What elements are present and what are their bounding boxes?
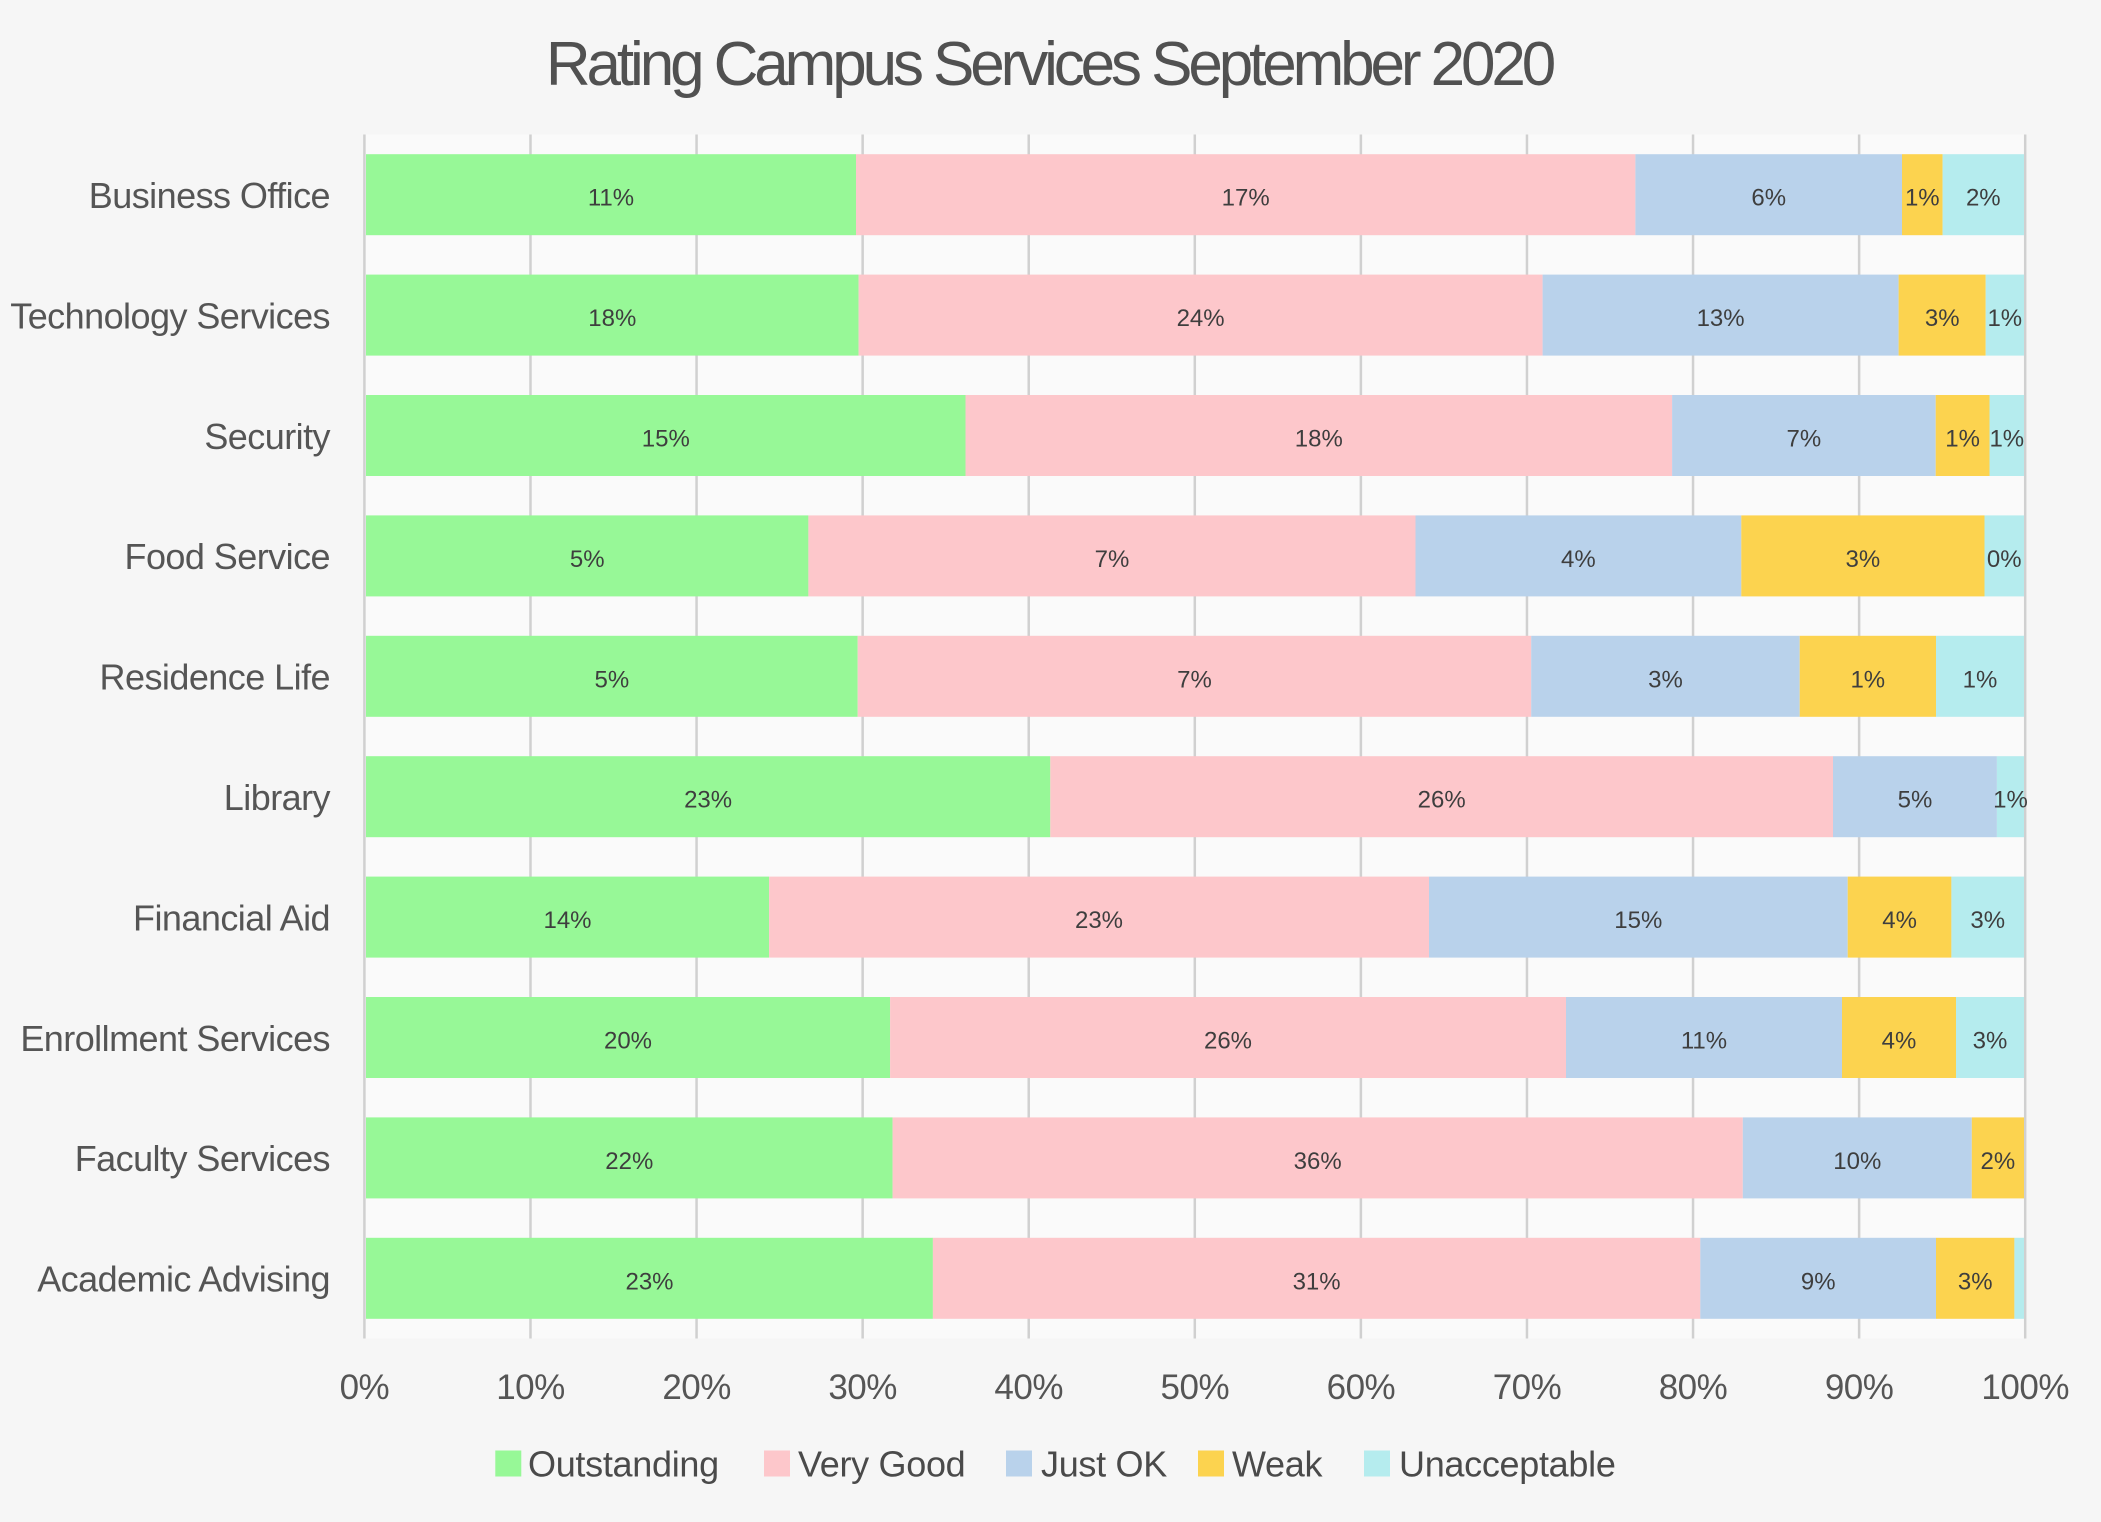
svg-text:Academic Advising: Academic Advising [37,1259,330,1300]
svg-text:Outstanding: Outstanding [528,1443,719,1484]
svg-text:Business Office: Business Office [89,175,330,216]
svg-text:5%: 5% [595,666,630,693]
svg-text:1%: 1% [1963,666,1998,693]
svg-text:3%: 3% [1925,305,1960,332]
svg-text:31%: 31% [1293,1268,1341,1295]
svg-text:4%: 4% [1882,1028,1917,1055]
svg-text:3%: 3% [1958,1268,1993,1295]
svg-text:20%: 20% [662,1368,731,1407]
svg-text:50%: 50% [1161,1368,1230,1407]
svg-text:40%: 40% [994,1368,1063,1407]
svg-text:7%: 7% [1177,666,1212,693]
svg-text:5%: 5% [570,546,605,573]
svg-text:18%: 18% [1295,426,1343,453]
svg-text:1%: 1% [1987,305,2022,332]
svg-text:3%: 3% [1846,546,1881,573]
svg-text:60%: 60% [1327,1368,1396,1407]
svg-text:23%: 23% [625,1268,673,1295]
svg-text:Security: Security [204,416,330,457]
svg-text:1%: 1% [1989,426,2024,453]
svg-text:4%: 4% [1882,907,1917,934]
svg-text:3%: 3% [1970,907,2005,934]
svg-text:36%: 36% [1294,1148,1342,1175]
svg-text:6%: 6% [1751,185,1786,212]
svg-text:Rating Campus Services Septemb: Rating Campus Services September 2020 [546,30,1555,99]
svg-text:Weak: Weak [1232,1443,1323,1484]
svg-text:10%: 10% [1833,1148,1881,1175]
svg-text:5%: 5% [1898,787,1933,814]
svg-text:100%: 100% [1981,1368,2069,1407]
svg-text:2%: 2% [1966,185,2001,212]
svg-text:10%: 10% [496,1368,565,1407]
svg-text:30%: 30% [828,1368,897,1407]
svg-text:18%: 18% [588,305,636,332]
svg-text:90%: 90% [1825,1368,1894,1407]
svg-text:Enrollment Services: Enrollment Services [20,1018,330,1059]
svg-text:22%: 22% [605,1148,653,1175]
svg-text:1%: 1% [1993,787,2028,814]
svg-text:Library: Library [224,777,331,818]
svg-text:7%: 7% [1787,426,1822,453]
svg-text:1%: 1% [1850,666,1885,693]
svg-text:0%: 0% [1987,546,2022,573]
svg-text:15%: 15% [1614,907,1662,934]
svg-text:11%: 11% [588,185,634,212]
svg-text:9%: 9% [1801,1268,1836,1295]
svg-text:Just OK: Just OK [1041,1443,1167,1484]
svg-text:23%: 23% [1075,907,1123,934]
svg-text:1%: 1% [1905,185,1940,212]
svg-text:Food Service: Food Service [125,536,331,577]
svg-text:Financial Aid: Financial Aid [133,897,330,938]
svg-text:Unacceptable: Unacceptable [1399,1443,1616,1484]
svg-text:13%: 13% [1697,305,1745,332]
svg-text:26%: 26% [1418,787,1466,814]
svg-text:80%: 80% [1659,1368,1728,1407]
svg-text:11%: 11% [1681,1028,1727,1055]
svg-text:17%: 17% [1222,185,1270,212]
svg-text:3%: 3% [1648,666,1683,693]
svg-text:23%: 23% [684,787,732,814]
svg-text:Technology Services: Technology Services [10,295,330,336]
svg-text:4%: 4% [1561,546,1596,573]
svg-text:15%: 15% [642,426,690,453]
svg-text:3%: 3% [1973,1028,2008,1055]
svg-text:Very Good: Very Good [798,1443,965,1484]
svg-text:7%: 7% [1095,546,1130,573]
svg-text:1%: 1% [1945,426,1980,453]
svg-text:20%: 20% [604,1028,652,1055]
svg-text:Faculty Services: Faculty Services [75,1138,330,1179]
svg-text:14%: 14% [543,907,591,934]
svg-text:26%: 26% [1204,1028,1252,1055]
svg-text:Residence Life: Residence Life [100,657,330,698]
svg-text:70%: 70% [1493,1368,1562,1407]
svg-text:0%: 0% [340,1368,390,1407]
svg-text:24%: 24% [1177,305,1225,332]
svg-text:2%: 2% [1981,1148,2016,1175]
